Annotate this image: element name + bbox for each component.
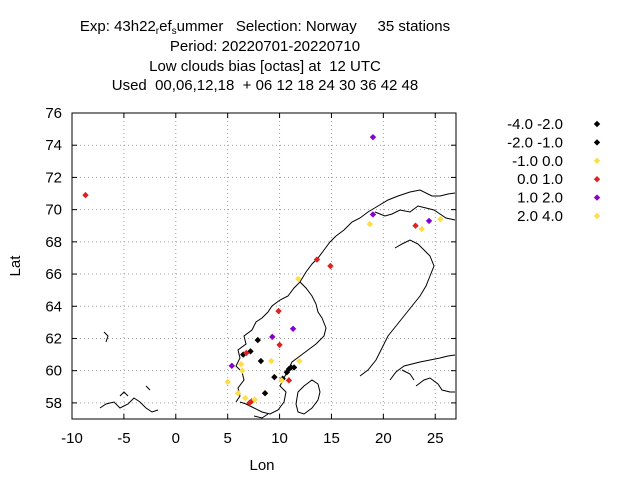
data-point xyxy=(234,390,242,397)
legend: -4.0 -2.0-2.0 -1.0 -1.0 0.00.0 1.0 1.0 2.0… xyxy=(507,116,601,225)
data-point xyxy=(224,378,231,386)
data-point xyxy=(237,361,245,368)
data-point xyxy=(257,357,265,365)
x-tick-label: 20 xyxy=(375,430,392,447)
coastline-map xyxy=(99,189,456,419)
chart-title-line-3: Low clouds bias [octas] at 12 UTC xyxy=(149,58,381,75)
axis-ticks: -10 -5 0 5 10 15 20 25 58 60 62 64 66 68 70 72 74 76 xyxy=(45,105,456,447)
data-point xyxy=(82,191,89,199)
y-tick-label: 62 xyxy=(45,330,62,347)
y-axis-label: Lat xyxy=(7,255,24,277)
legend-entry-label: -4.0 -2.0 xyxy=(507,116,563,133)
y-tick-label: 76 xyxy=(45,105,62,122)
data-point xyxy=(418,225,425,233)
plot-frame xyxy=(71,112,457,420)
data-point xyxy=(268,357,275,365)
data-point xyxy=(295,275,302,283)
data-point xyxy=(412,222,419,229)
legend-marker xyxy=(593,194,601,201)
data-point xyxy=(296,357,303,365)
chart-title-line-4: Used 00,06,12,18 + 06 12 18 24 30 36 42 … xyxy=(111,77,419,94)
chart-title-line-1: Exp: 43h22refsummer Selection: Norway 35… xyxy=(79,18,451,37)
data-point xyxy=(437,216,444,223)
x-tick-label: -10 xyxy=(61,430,83,447)
legend-marker xyxy=(593,120,601,128)
y-tick-label: 66 xyxy=(45,266,62,283)
data-point xyxy=(243,349,250,357)
data-point xyxy=(261,390,269,397)
y-tick-label: 72 xyxy=(45,169,62,186)
legend-entry-label: 2.0 4.0 xyxy=(517,208,563,225)
legend-entry-label: 0.0 1.0 xyxy=(517,171,563,188)
data-point xyxy=(269,333,276,341)
x-tick-label: -5 xyxy=(117,430,130,447)
data-points xyxy=(82,133,444,407)
data-point xyxy=(313,256,321,263)
data-point xyxy=(278,377,285,384)
data-point xyxy=(242,394,249,402)
legend-marker xyxy=(593,176,601,183)
y-tick-label: 64 xyxy=(45,298,62,315)
legend-entry-label: 1.0 2.0 xyxy=(517,190,563,207)
grid-lines xyxy=(72,113,456,419)
x-tick-label: 0 xyxy=(172,430,180,447)
data-point xyxy=(276,341,283,349)
data-point xyxy=(327,262,334,270)
data-point xyxy=(425,217,433,225)
data-point xyxy=(369,133,377,141)
chart-title-line-2: Period: 20220701-20220710 xyxy=(169,38,361,55)
legend-entry-label: -2.0 -1.0 xyxy=(507,134,563,151)
legend-marker xyxy=(593,157,601,164)
data-point xyxy=(251,396,258,403)
y-tick-label: 60 xyxy=(45,363,62,380)
data-point xyxy=(271,373,278,381)
x-tick-label: 5 xyxy=(224,430,232,447)
data-point xyxy=(275,307,282,315)
data-point xyxy=(287,364,295,371)
x-tick-label: 25 xyxy=(427,430,444,447)
data-point xyxy=(369,211,377,218)
data-point xyxy=(285,377,293,384)
x-axis-label: Lon xyxy=(249,457,274,474)
data-point xyxy=(289,325,297,333)
x-tick-label: 10 xyxy=(271,430,288,447)
data-point xyxy=(366,220,374,228)
x-tick-label: 15 xyxy=(323,430,340,447)
y-tick-label: 74 xyxy=(45,137,62,154)
data-point xyxy=(239,367,246,374)
legend-marker xyxy=(593,139,601,146)
legend-marker xyxy=(593,212,601,220)
data-point xyxy=(228,362,236,370)
legend-entry-label: -1.0 0.0 xyxy=(512,153,563,170)
y-tick-label: 70 xyxy=(45,202,62,219)
y-tick-label: 68 xyxy=(45,234,62,251)
y-tick-label: 58 xyxy=(45,395,62,412)
data-point xyxy=(246,399,253,407)
data-point xyxy=(254,336,261,344)
